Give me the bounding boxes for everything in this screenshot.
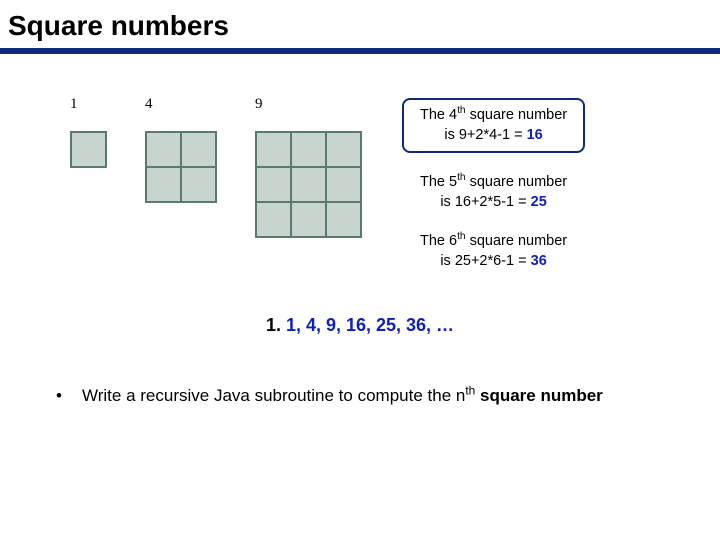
- grid-cell: [291, 202, 326, 237]
- equations-column: The 4th square number is 9+2*4-1 = 16 Th…: [402, 98, 585, 271]
- grid-cell: [181, 132, 216, 167]
- eq-line1-post: square number: [466, 107, 568, 123]
- task-bullet: Write a recursive Java subroutine to com…: [0, 384, 720, 408]
- bullet-n: n: [456, 386, 465, 405]
- sequence-body: 1, 4, 9, 16, 25, 36, …: [286, 315, 454, 335]
- grid-cell: [146, 167, 181, 202]
- eq-result: 36: [531, 253, 547, 269]
- grid-cell: [326, 132, 361, 167]
- eq-line1-pre: The 4: [420, 107, 457, 123]
- squares-diagram: 1 4 9: [70, 96, 362, 271]
- square-grid-3x3: [255, 131, 362, 238]
- grid-cell: [256, 202, 291, 237]
- equation-box-4th: The 4th square number is 9+2*4-1 = 16: [402, 98, 585, 153]
- square-grid-2x2: [145, 131, 217, 203]
- grid-cell: [71, 132, 106, 167]
- grid-cell: [291, 167, 326, 202]
- eq-result: 25: [531, 194, 547, 210]
- bullet-text: Write a recursive Java subroutine to com…: [78, 384, 668, 408]
- grid-cell: [256, 132, 291, 167]
- equation-5th: The 5th square number is 16+2*5-1 = 25: [402, 173, 585, 212]
- grid-cell: [326, 167, 361, 202]
- eq-line1-pre: The 6: [420, 233, 457, 249]
- square-label: 9: [255, 96, 362, 113]
- square-label: 1: [70, 96, 107, 113]
- grid-cell: [256, 167, 291, 202]
- grid-cell: [181, 167, 216, 202]
- grid-cell: [326, 202, 361, 237]
- content-row: 1 4 9 The 4th square number is 9+2*4-1 =…: [0, 96, 720, 271]
- title-underline-blue: [0, 48, 720, 54]
- eq-line1-pre: The 5: [420, 174, 457, 190]
- square-grid-1x1: [70, 131, 107, 168]
- square-group-1: 1: [70, 96, 107, 168]
- square-group-2: 4: [145, 96, 217, 203]
- sequence-line: 1. 1, 4, 9, 16, 25, 36, …: [0, 315, 720, 336]
- grid-cell: [291, 132, 326, 167]
- equation-6th: The 6th square number is 25+2*6-1 = 36: [402, 232, 585, 271]
- eq-result: 16: [527, 127, 543, 143]
- sequence-leading: 1.: [266, 315, 286, 335]
- eq-line2-pre: is 9+2*4-1 =: [444, 127, 526, 143]
- eq-line1-sup: th: [457, 172, 465, 183]
- bullet-sup: th: [465, 384, 475, 398]
- bullet-suffix-bold: square number: [475, 386, 603, 405]
- grid-cell: [146, 132, 181, 167]
- square-label: 4: [145, 96, 217, 113]
- square-group-3: 9: [255, 96, 362, 238]
- eq-line1-post: square number: [466, 233, 568, 249]
- eq-line1-post: square number: [466, 174, 568, 190]
- eq-line2-pre: is 25+2*6-1 =: [440, 253, 530, 269]
- bullet-prefix: Write a recursive Java subroutine to com…: [82, 386, 456, 405]
- page-title: Square numbers: [0, 0, 720, 46]
- eq-line2-pre: is 16+2*5-1 =: [440, 194, 530, 210]
- eq-line1-sup: th: [457, 105, 465, 116]
- eq-line1-sup: th: [457, 231, 465, 242]
